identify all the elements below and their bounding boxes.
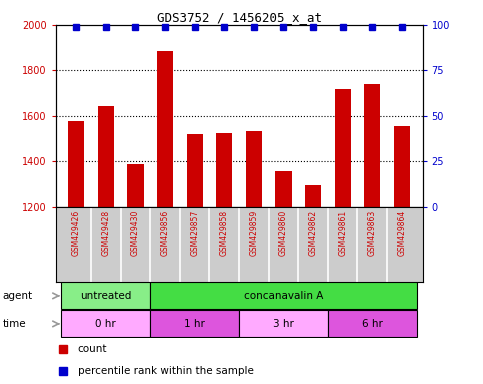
Text: GSM429426: GSM429426 (72, 210, 81, 256)
Bar (186, 134, 203, 207)
Bar (305, 185, 321, 207)
Text: 0 hr: 0 hr (96, 319, 116, 329)
Text: GSM429428: GSM429428 (101, 210, 111, 256)
Bar (128, 164, 143, 207)
Title: GDS3752 / 1456205_x_at: GDS3752 / 1456205_x_at (156, 11, 322, 24)
Text: GSM429862: GSM429862 (309, 210, 318, 256)
Text: 3 hr: 3 hr (273, 319, 294, 329)
Bar (150, 310, 239, 338)
Text: GSM429857: GSM429857 (190, 210, 199, 256)
Text: count: count (78, 344, 107, 354)
Text: GSM429860: GSM429860 (279, 210, 288, 256)
Bar (216, 133, 232, 207)
Text: percentile rank within the sample: percentile rank within the sample (78, 366, 254, 376)
Bar (61, 310, 150, 338)
Bar (394, 126, 410, 207)
Text: 6 hr: 6 hr (362, 319, 383, 329)
Text: concanavalin A: concanavalin A (244, 291, 323, 301)
Bar (61, 282, 150, 310)
Text: 1 hr: 1 hr (184, 319, 205, 329)
Bar (275, 171, 292, 207)
Bar (335, 89, 351, 207)
Text: GSM429858: GSM429858 (220, 210, 229, 256)
Bar (68, 121, 85, 207)
Text: GSM429861: GSM429861 (338, 210, 347, 256)
Text: GSM429863: GSM429863 (368, 210, 377, 256)
Bar (364, 84, 381, 207)
Text: time: time (2, 319, 26, 329)
Text: untreated: untreated (80, 291, 131, 301)
Bar (98, 106, 114, 207)
Bar (328, 310, 417, 338)
Text: GSM429859: GSM429859 (249, 210, 258, 256)
Bar (239, 310, 328, 338)
Text: GSM429430: GSM429430 (131, 210, 140, 257)
Text: agent: agent (2, 291, 32, 301)
Bar (150, 282, 417, 310)
Bar (157, 51, 173, 207)
Text: GSM429864: GSM429864 (398, 210, 406, 256)
Text: GSM429856: GSM429856 (160, 210, 170, 256)
Bar (246, 131, 262, 207)
